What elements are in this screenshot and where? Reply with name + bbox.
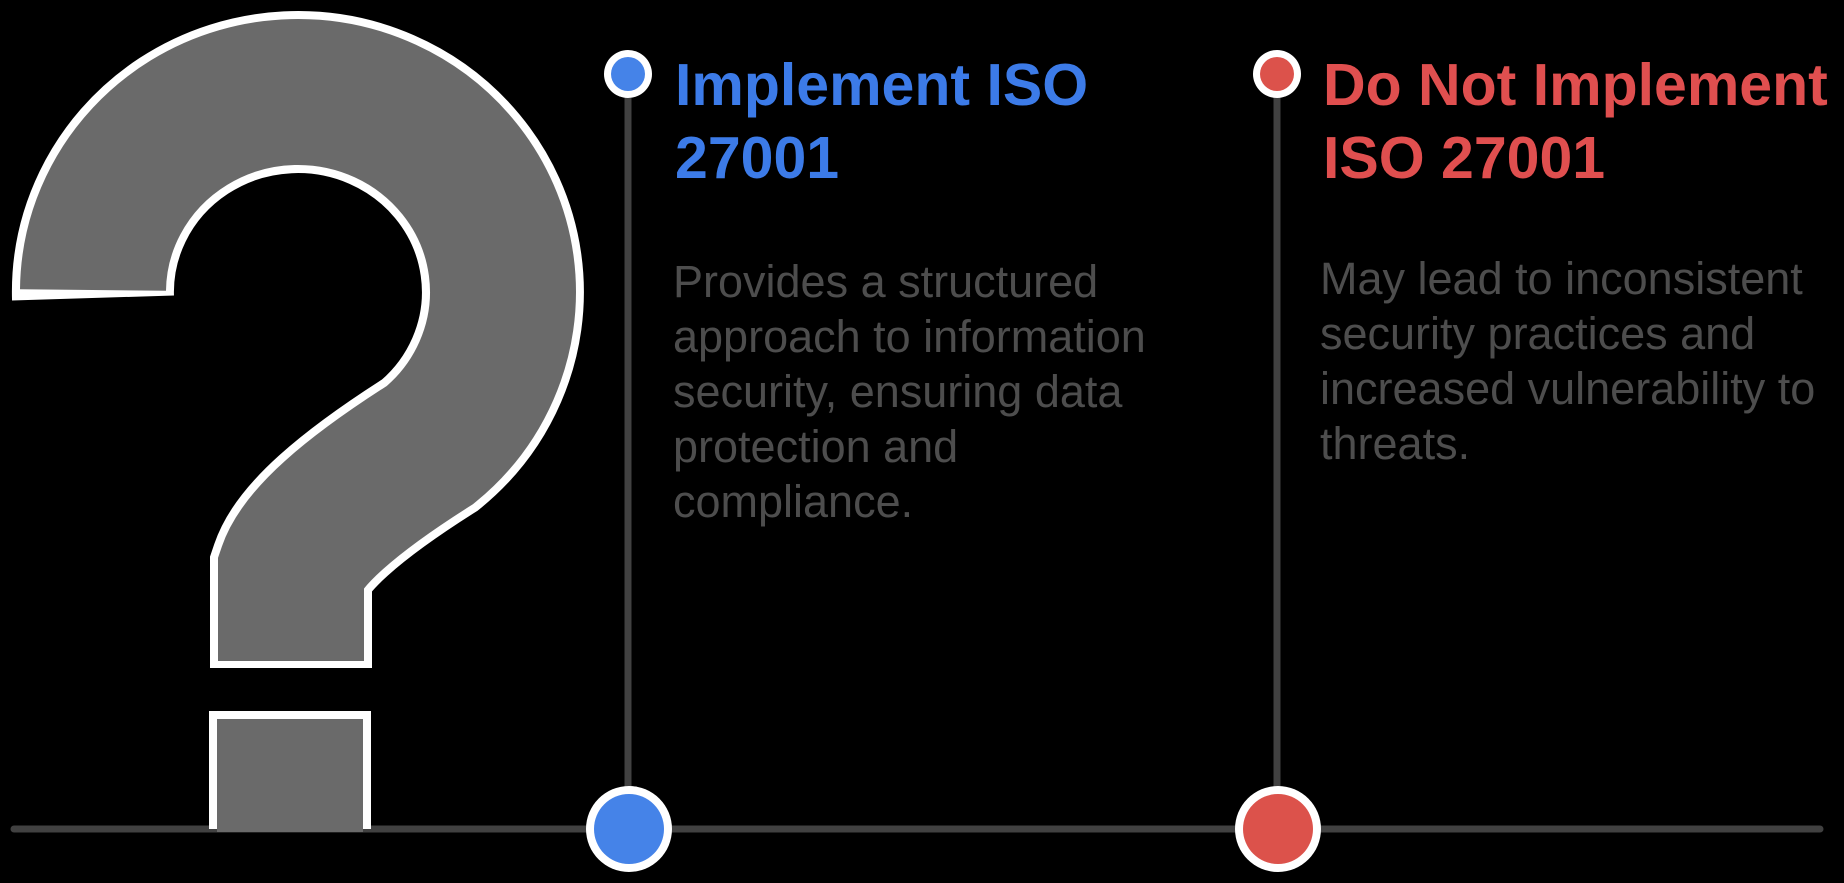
do-not-top-dot — [1260, 57, 1294, 91]
implement-description: Provides a structured approach to inform… — [673, 256, 1146, 527]
implement-node — [594, 794, 664, 864]
do-not-node — [1243, 794, 1313, 864]
do-not-title: Do Not Implement ISO 27001 — [1323, 52, 1828, 191]
do-not-description: May lead to inconsistent security practi… — [1320, 253, 1816, 469]
question-mark-hook — [20, 19, 576, 661]
implement-title: Implement ISO 27001 — [675, 52, 1089, 191]
implement-top-dot — [611, 57, 645, 91]
question-mark-dot — [217, 719, 363, 832]
